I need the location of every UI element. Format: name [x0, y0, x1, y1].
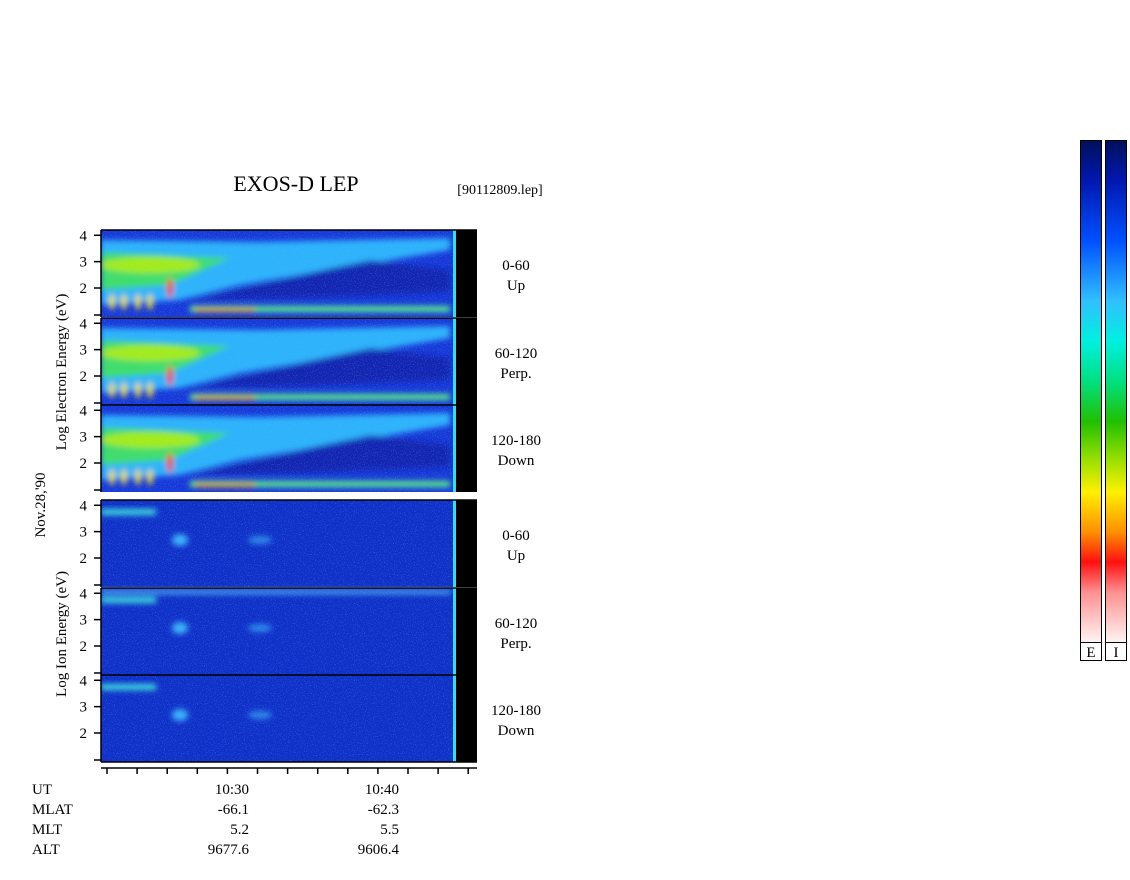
y-tick-label: 3 — [80, 343, 88, 359]
data-end-strip — [453, 675, 477, 762]
panel-direction: Up — [507, 278, 525, 294]
row-label: UT — [32, 782, 52, 798]
panel — [101, 588, 453, 675]
row-value: 9677.6 — [208, 842, 250, 858]
y-tick-label: 3 — [80, 525, 88, 541]
row-value: -66.1 — [218, 802, 249, 818]
y-tick-label: 3 — [80, 430, 88, 446]
row-value: 10:30 — [215, 782, 249, 798]
y-tick-label: 4 — [80, 673, 88, 689]
color-bar-box — [1080, 642, 1102, 661]
row-label: MLAT — [32, 802, 73, 818]
color-bars: E I — [1080, 140, 1127, 661]
title: EXOS-D LEP — [233, 171, 358, 196]
y-tick-label: 2 — [80, 551, 88, 567]
data-end-edge — [453, 405, 456, 492]
data-end-strip — [453, 230, 477, 317]
y-tick-label: 3 — [80, 613, 88, 629]
color-bar — [1080, 140, 1102, 643]
spectrogram-noise — [101, 588, 453, 675]
color-bar — [1105, 140, 1127, 643]
y-tick-label: 4 — [80, 498, 88, 514]
y-tick-label: 3 — [80, 700, 88, 716]
panel-direction: Down — [498, 453, 535, 469]
row-value: 5.2 — [230, 822, 249, 838]
y-tick-label: 2 — [80, 281, 88, 297]
panel-direction: Perp. — [500, 366, 531, 382]
spectrogram-noise — [101, 675, 453, 762]
ion-axis-label: Log Ion Energy (eV) — [54, 571, 70, 697]
date-label: Nov.28,'90 — [33, 472, 49, 537]
row-value: -62.3 — [368, 802, 399, 818]
time-ticks — [106, 768, 469, 774]
panel-angle: 120-180 — [491, 433, 541, 449]
panel-direction: Down — [498, 723, 535, 739]
file-name: [90112809.lep] — [457, 183, 542, 198]
color-bar-box — [1105, 642, 1127, 661]
panel-angle: 60-120 — [495, 616, 538, 632]
panel-angle: 0-60 — [502, 258, 530, 274]
y-tick-label: 4 — [80, 228, 88, 244]
panel-angle: 60-120 — [495, 346, 538, 362]
row-value: 9606.4 — [358, 842, 400, 858]
spectrogram-noise — [101, 230, 453, 317]
row-label: ALT — [32, 842, 60, 858]
spectrogram-noise — [101, 318, 453, 405]
panel-angle: 0-60 — [502, 528, 530, 544]
color-bar-label: E — [1086, 645, 1095, 661]
panel — [101, 500, 453, 587]
panels: 2 3 4 0-60 Up 2 3 4 60-120 Perp. 2 3 4 120-180 Down 2 3 4… — [80, 228, 541, 763]
y-tick-label: 2 — [80, 726, 88, 742]
color-bar-label: I — [1114, 645, 1119, 661]
data-end-edge — [453, 675, 456, 762]
panel-angle: 120-180 — [491, 703, 541, 719]
data-end-edge — [453, 318, 456, 405]
panel — [101, 405, 453, 492]
y-tick-label: 4 — [80, 586, 88, 602]
row-value: 10:40 — [365, 782, 399, 798]
spectrogram-noise — [101, 500, 453, 587]
panel-direction: Up — [507, 548, 525, 564]
y-tick-label: 2 — [80, 639, 88, 655]
row-label: MLT — [32, 822, 62, 838]
y-tick-label: 4 — [80, 403, 88, 419]
data-end-strip — [453, 318, 477, 405]
time-rows: UT 10:30 10:40 MLAT -66.1 -62.3 MLT 5.2 5.5 ALT 96… — [32, 782, 400, 858]
panel — [101, 675, 453, 762]
y-tick-label: 4 — [80, 316, 88, 332]
y-tick-label: 2 — [80, 456, 88, 472]
panel-direction: Perp. — [500, 636, 531, 652]
row-value: 5.5 — [380, 822, 399, 838]
data-end-edge — [453, 588, 456, 675]
electron-axis-label: Log Electron Energy (eV) — [54, 294, 70, 451]
panel — [101, 318, 453, 405]
data-end-edge — [453, 500, 456, 587]
data-end-strip — [453, 588, 477, 675]
y-tick-label: 2 — [80, 369, 88, 385]
y-tick-label: 3 — [80, 255, 88, 271]
data-end-strip — [453, 500, 477, 587]
data-end-edge — [453, 230, 456, 317]
spectrogram-noise — [101, 405, 453, 492]
data-end-strip — [453, 405, 477, 492]
panel — [101, 230, 453, 317]
